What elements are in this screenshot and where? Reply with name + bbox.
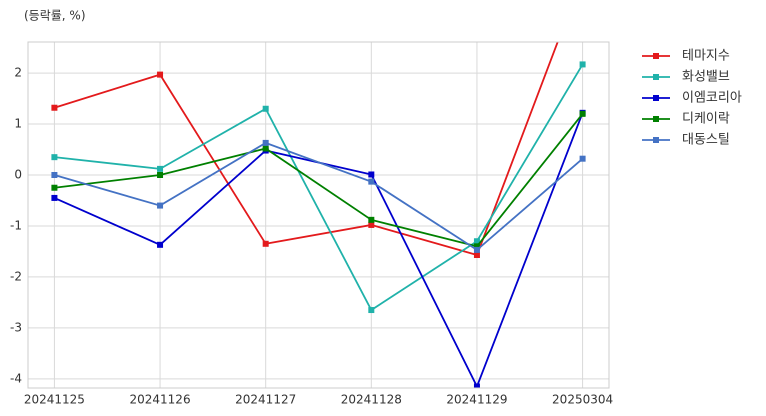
y-tick-label: -4	[10, 371, 22, 385]
series-line	[54, 141, 584, 252]
x-tick-label: 20241127	[235, 393, 296, 407]
point	[473, 383, 480, 388]
y-axis-label: (등락률, %)	[24, 9, 86, 23]
series-line	[54, 112, 584, 388]
series-line	[54, 63, 584, 312]
point	[157, 171, 164, 178]
legend-marker	[653, 116, 659, 122]
point	[368, 171, 375, 178]
y-tick-label: -1	[10, 218, 22, 232]
point	[262, 105, 269, 112]
point	[51, 104, 58, 111]
legend-marker	[653, 137, 659, 143]
point	[157, 71, 164, 78]
legend-label: 대동스틸	[682, 133, 730, 148]
x-tick-label: 20241125	[24, 393, 85, 407]
point	[473, 238, 480, 245]
point	[368, 221, 375, 228]
x-tick-label: 20241126	[130, 393, 191, 407]
point	[368, 178, 375, 185]
point	[579, 110, 586, 117]
x-tick-label: 20250304	[552, 393, 613, 407]
point	[473, 246, 480, 253]
x-tick-label: 20241128	[341, 393, 402, 407]
y-tick-label: -2	[10, 269, 22, 283]
point	[157, 241, 164, 248]
point	[579, 155, 586, 162]
y-tick-label: 1	[14, 117, 22, 131]
point	[262, 145, 269, 152]
legend-marker	[653, 53, 659, 59]
y-tick-label: 0	[14, 167, 22, 181]
legend-label: 테마지수	[682, 49, 730, 64]
point	[262, 240, 269, 247]
point	[368, 307, 375, 314]
point	[51, 171, 58, 178]
point	[51, 184, 58, 191]
y-tick-label: -3	[10, 320, 22, 334]
x-tick-label: 20241129	[446, 393, 507, 407]
legend-label: 화성밸브	[682, 70, 730, 85]
series-line	[54, 42, 559, 257]
y-tick-label: 2	[14, 66, 22, 80]
point	[157, 165, 164, 172]
legend-label: 이엠코리아	[682, 91, 742, 106]
point	[157, 202, 164, 209]
point	[262, 139, 269, 146]
point	[473, 243, 480, 250]
legend-marker	[653, 74, 659, 80]
point	[368, 216, 375, 223]
grid	[28, 42, 609, 388]
legend-marker	[653, 95, 659, 101]
point	[51, 154, 58, 161]
legend-label: 디케이락	[682, 112, 730, 127]
point	[473, 252, 480, 259]
plot-border	[27, 41, 610, 389]
point	[579, 61, 586, 68]
series-line	[54, 113, 584, 248]
point	[51, 194, 58, 201]
plot-area	[51, 42, 586, 388]
